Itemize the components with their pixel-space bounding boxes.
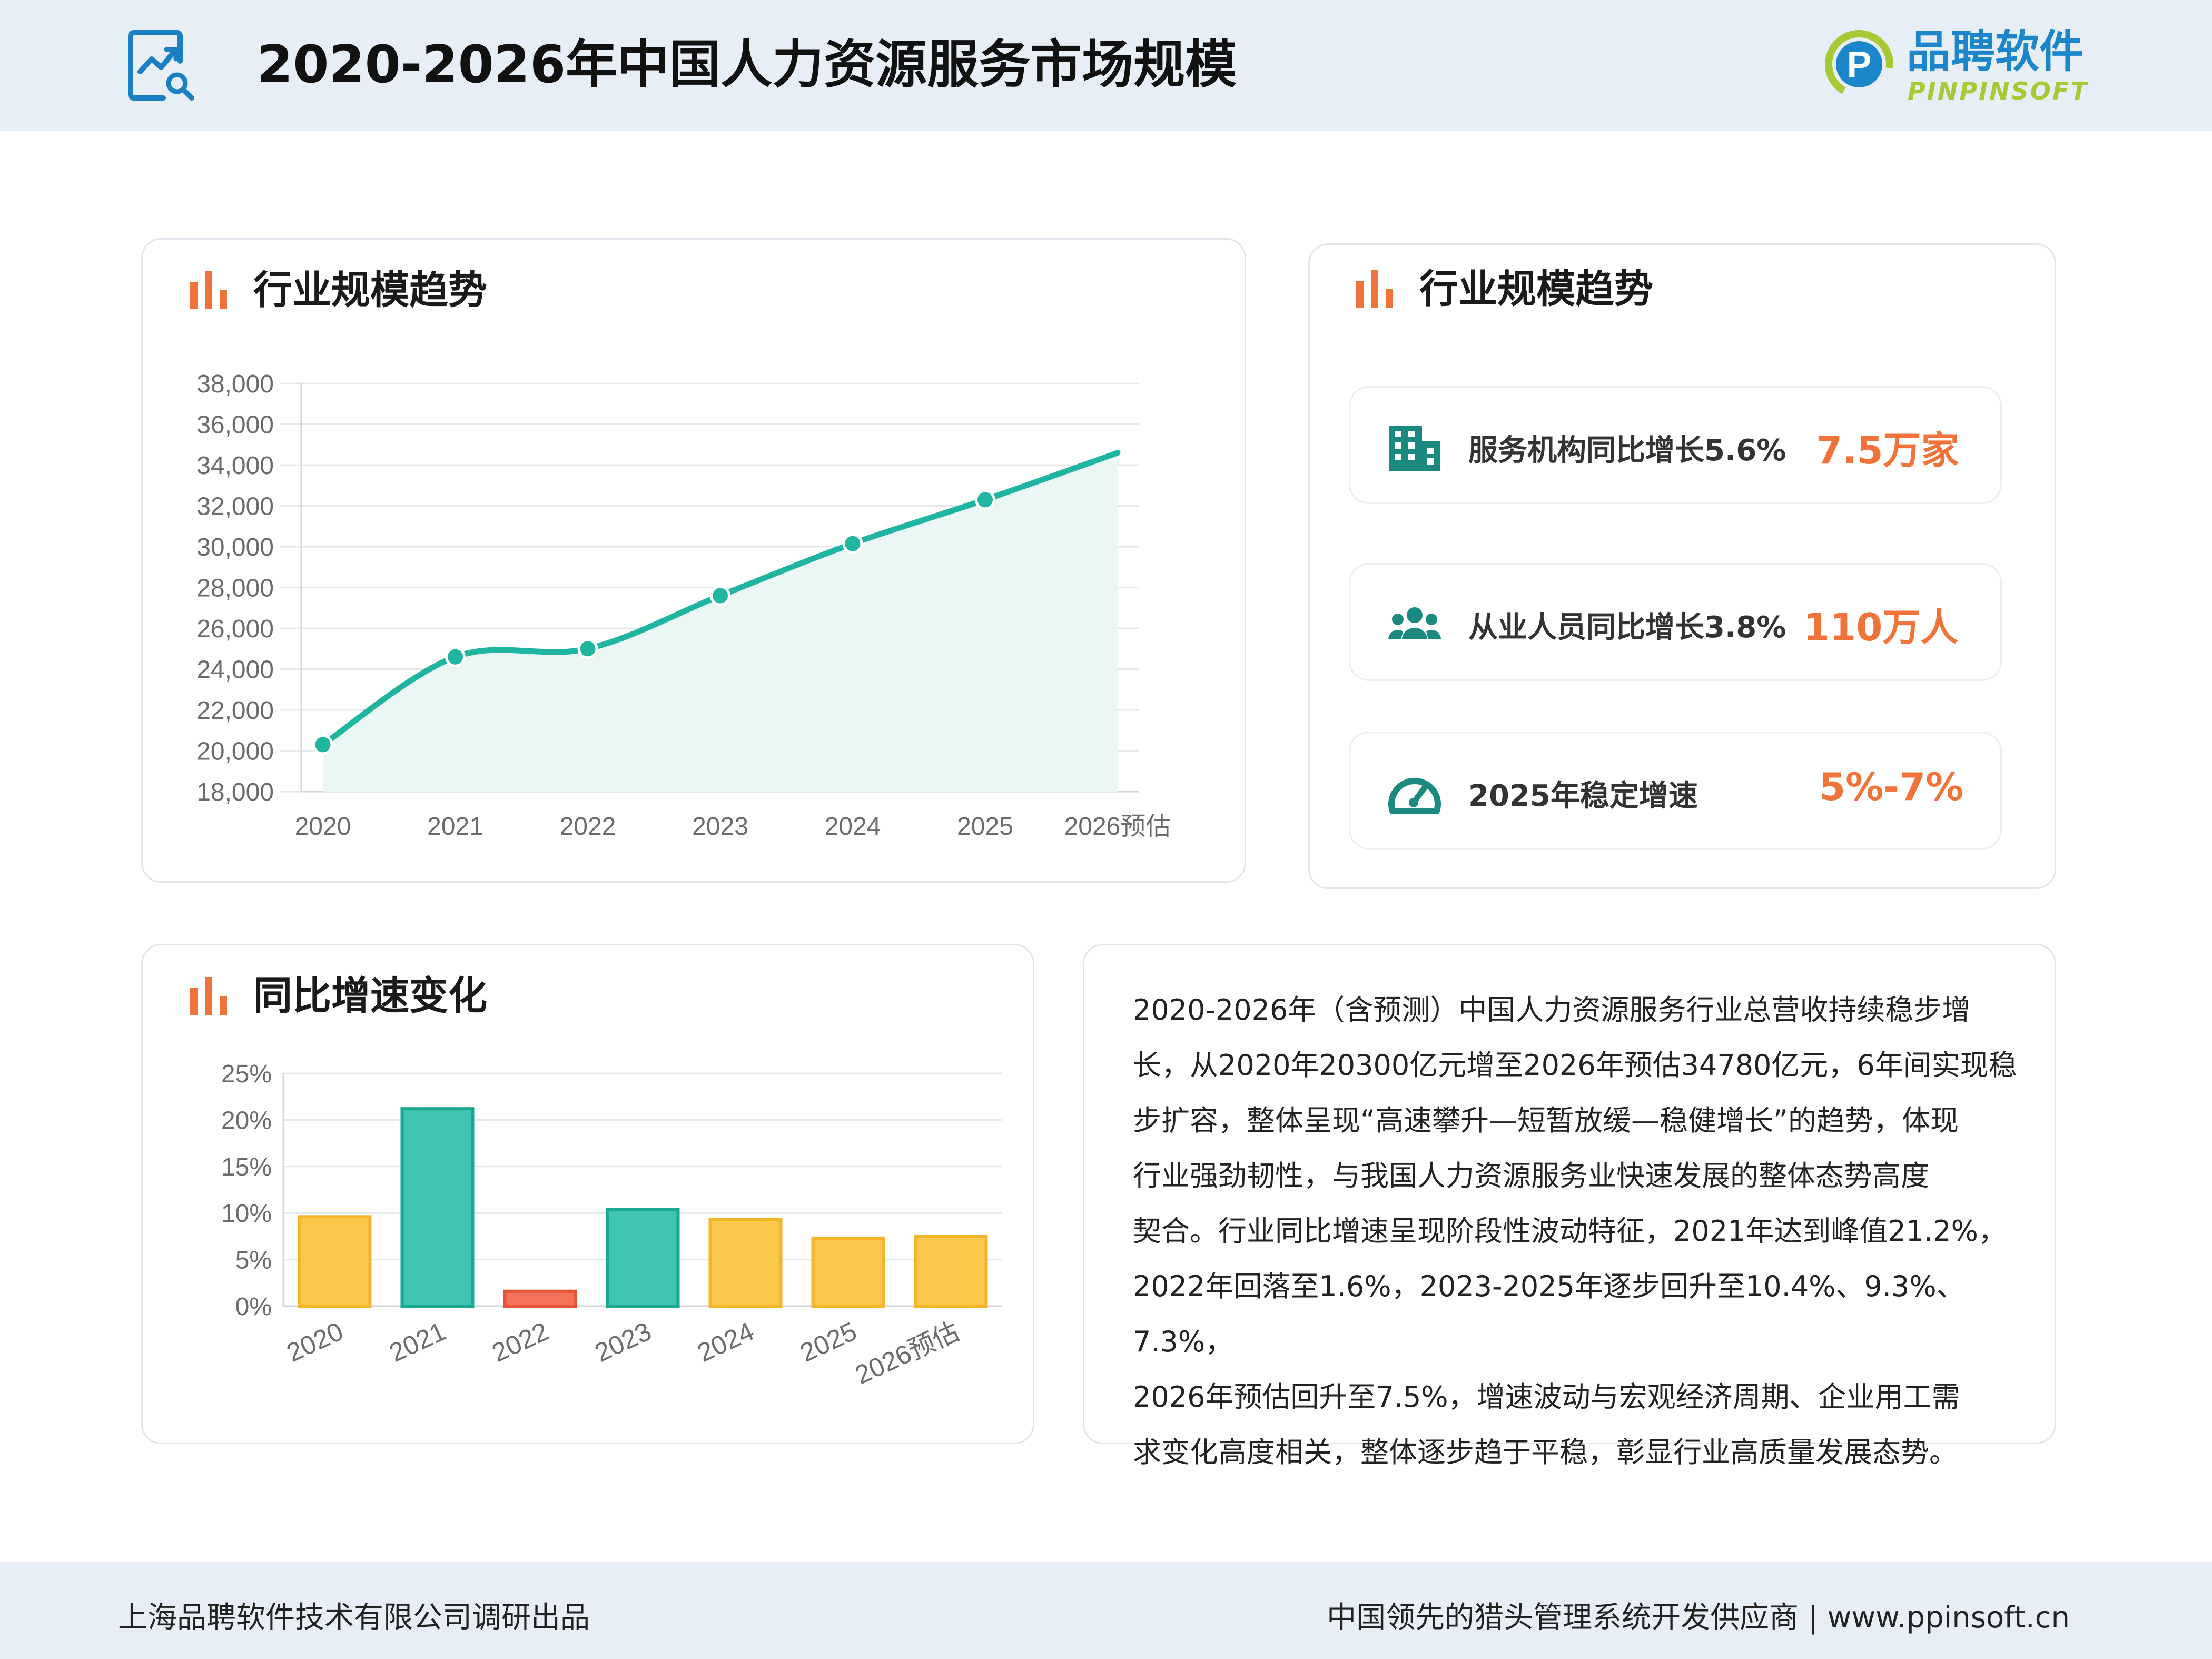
- brand-mark-icon: P: [1825, 30, 1893, 98]
- card-title: 同比增速变化: [253, 973, 487, 1019]
- stat-label: 从业人员同比增长3.8%: [1468, 610, 1786, 645]
- x-tick-label: 2024: [825, 813, 881, 841]
- footer-link[interactable]: 中国领先的猎头管理系统开发供应商 | www.ppinsoft.cn: [1327, 1601, 2070, 1635]
- area-fill: [323, 452, 1118, 792]
- y-tick-label: 5%: [235, 1247, 272, 1275]
- x-tick-label: 2025: [796, 1316, 861, 1368]
- x-tick-label: 2025: [957, 813, 1013, 841]
- bar: [708, 1218, 783, 1308]
- stat-value: 110万人: [1803, 605, 1959, 649]
- description-line: 2020-2026年（含预测）中国人力资源服务行业总营收持续稳步增: [1133, 993, 1971, 1026]
- x-tick-label: 2026预估: [1064, 813, 1171, 841]
- speedometer-icon: [1388, 777, 1441, 814]
- x-tick-label: 2023: [590, 1316, 656, 1368]
- x-tick-label: 2024: [693, 1316, 758, 1368]
- description-line: 行业强劲韧性，与我国人力资源服务业快速发展的整体态势高度: [1133, 1159, 1929, 1192]
- report-icon: [128, 30, 194, 101]
- bar-chart-icon: [190, 271, 227, 309]
- y-tick-label: 26,000: [196, 615, 274, 643]
- x-tick-label: 2020: [295, 813, 351, 841]
- y-tick-label: 18,000: [196, 778, 274, 806]
- data-point: [577, 638, 598, 659]
- stat-value: 7.5万家: [1816, 428, 1959, 472]
- growth-rate-chart: 25% 20% 15% 10% 5% 0% 2020 2021 2022 2023 2024 2025…: [221, 1060, 1002, 1390]
- y-tick-label: 36,000: [196, 411, 274, 439]
- y-tick-label: 25%: [221, 1060, 272, 1088]
- description-line: 步扩容，整体呈现“高速攀升—短暂放缓—稳健增长”的趋势，体现: [1133, 1104, 1959, 1137]
- y-tick-label: 20%: [221, 1107, 272, 1134]
- y-tick-label: 22,000: [196, 697, 274, 725]
- stat-growth-rate: 2025年稳定增速 5%-7%: [1349, 732, 2002, 850]
- data-point: [710, 585, 730, 606]
- bar: [503, 1289, 577, 1308]
- stat-label: 2025年稳定增速: [1468, 779, 1698, 813]
- bar-chart-icon: [190, 977, 227, 1015]
- bar: [400, 1107, 475, 1308]
- y-tick-label: 28,000: [196, 575, 274, 603]
- growth-rate-card: 同比增速变化 25% 20% 15% 10% 5% 0% 2020 2021 2022 2023 2…: [141, 944, 1034, 1444]
- x-tick-label: 2022: [560, 813, 616, 841]
- bar: [811, 1236, 885, 1308]
- stat-employees: 从业人员同比增长3.8% 110万人: [1349, 563, 2002, 681]
- y-tick-label: 10%: [221, 1200, 272, 1228]
- header-bar: 2020-2026年中国人力资源服务市场规模 P 品聘软件 PINPINSOFT: [0, 0, 2212, 131]
- scale-trend-chart: 38,000 36,000 34,000 32,000 30,000 28,000 26,0…: [196, 370, 1171, 841]
- svg-text:P: P: [1847, 44, 1872, 85]
- x-tick-label: 2022: [488, 1316, 553, 1368]
- card-title: 行业规模趋势: [1419, 266, 1653, 312]
- footer-bar: 上海品聘软件技术有限公司调研出品 中国领先的猎头管理系统开发供应商 | www.…: [0, 1562, 2212, 1659]
- y-tick-label: 34,000: [196, 452, 274, 480]
- description-line: 2022年回落至1.6%，2023-2025年逐步回升至10.4%、9.3%、7…: [1133, 1270, 1965, 1358]
- stat-label: 服务机构同比增长5.6%: [1468, 433, 1786, 468]
- footer-company: 上海品聘软件技术有限公司调研出品: [118, 1601, 590, 1635]
- description-line: 长，从2020年20300亿元增至2026年预估34780亿元，6年间实现稳: [1133, 1049, 2017, 1082]
- y-tick-label: 38,000: [196, 370, 274, 398]
- data-point: [975, 489, 995, 510]
- y-tick-label: 24,000: [196, 656, 274, 684]
- x-tick-label: 2026预估: [851, 1316, 964, 1390]
- data-point: [312, 734, 333, 755]
- bar: [606, 1208, 680, 1308]
- card-title: 行业规模趋势: [253, 268, 487, 313]
- stat-value: 5%-7%: [1819, 765, 1964, 809]
- description-text: 2020-2026年（含预测）中国人力资源服务行业总营收持续稳步增 长，从202…: [1133, 982, 2028, 1480]
- bar: [298, 1215, 372, 1308]
- x-tick-label: 2020: [282, 1316, 348, 1368]
- brand-name: 品聘软件: [1907, 26, 2084, 77]
- brand-logo: P 品聘软件 PINPINSOFT: [1822, 25, 2096, 105]
- x-tick-label: 2023: [692, 813, 748, 841]
- y-tick-label: 32,000: [196, 493, 274, 521]
- people-icon: [1388, 607, 1441, 639]
- scale-trend-card: 行业规模趋势 38,000 36,000 34,000 32,000 30,000 28,…: [141, 238, 1246, 883]
- x-tick-label: 2021: [385, 1316, 450, 1368]
- stat-institutions: 服务机构同比增长5.6% 7.5万家: [1349, 386, 2002, 504]
- y-tick-label: 15%: [221, 1153, 272, 1181]
- bar-chart-icon: [1356, 270, 1393, 308]
- brand-subtitle: PINPINSOFT: [1908, 77, 2089, 105]
- page-title: 2020-2026年中国人力资源服务市场规模: [257, 35, 1237, 95]
- stats-card: 行业规模趋势 服务机构同比增长5.6% 7.5万家 从业人员同比增长3.8% 1…: [1308, 243, 2056, 889]
- description-line: 契合。行业同比增速呈现阶段性波动特征，2021年达到峰值21.2%，: [1133, 1214, 2007, 1248]
- y-tick-label: 20,000: [196, 738, 274, 766]
- data-point: [842, 533, 863, 554]
- x-tick-label: 2021: [427, 813, 483, 841]
- bar: [914, 1235, 988, 1308]
- building-icon: [1389, 426, 1440, 471]
- description-line: 求变化高度相关，整体逐步趋于平稳，彰显行业高质量发展态势。: [1133, 1436, 1958, 1469]
- y-tick-label: 0%: [235, 1293, 272, 1321]
- data-point: [445, 646, 466, 667]
- y-tick-label: 30,000: [196, 534, 274, 561]
- description-line: 2026年预估回升至7.5%，增速波动与宏观经济周期、企业用工需: [1133, 1380, 1960, 1414]
- description-card: 2020-2026年（含预测）中国人力资源服务行业总营收持续稳步增 长，从202…: [1083, 944, 2056, 1469]
